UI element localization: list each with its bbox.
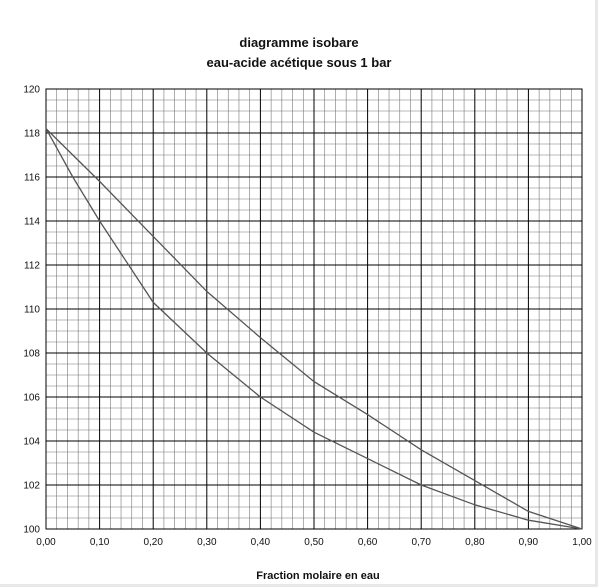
y-axis-ticks: 100 102 104 106 108 110 112 114 116 118 120 — [23, 85, 40, 536]
x-tick-label: 0,00 — [36, 537, 56, 548]
chart-subtitle: eau-acide acétique sous 1 bar — [207, 55, 392, 70]
y-tick-label: 118 — [24, 129, 40, 140]
y-tick-label: 116 — [24, 173, 40, 184]
x-axis-label: Fraction molaire en eau — [256, 570, 379, 582]
x-tick-label: 0,80 — [465, 537, 485, 548]
series-layer — [45, 128, 583, 530]
x-tick-label: 1,00 — [572, 537, 592, 548]
x-tick-label: 0,50 — [304, 537, 324, 548]
x-tick-label: 0,30 — [197, 537, 217, 548]
liquid-curve — [45, 128, 583, 530]
y-tick-label: 112 — [24, 261, 40, 272]
x-axis-ticks: 0,00 0,10 0,20 0,30 0,40 0,50 0,60 0,70 0,80 0,90… — [36, 537, 592, 548]
x-tick-label: 0,20 — [143, 537, 163, 548]
y-tick-label: 104 — [23, 437, 40, 448]
vapor-curve — [45, 128, 583, 530]
chart-title: diagramme isobare — [239, 35, 358, 50]
y-tick-label: 100 — [23, 525, 40, 536]
x-tick-label: 0,40 — [251, 537, 271, 548]
x-tick-label: 0,60 — [358, 537, 378, 548]
y-tick-label: 106 — [23, 393, 40, 404]
y-tick-label: 102 — [23, 481, 40, 492]
y-tick-label: 120 — [23, 85, 40, 96]
x-tick-label: 0,90 — [519, 537, 539, 548]
y-tick-label: 114 — [24, 217, 40, 228]
y-tick-label: 110 — [24, 305, 40, 316]
plot-area-border — [45, 88, 583, 530]
y-tick-label: 108 — [23, 349, 40, 360]
x-tick-label: 0,70 — [411, 537, 431, 548]
x-tick-label: 0,10 — [90, 537, 110, 548]
